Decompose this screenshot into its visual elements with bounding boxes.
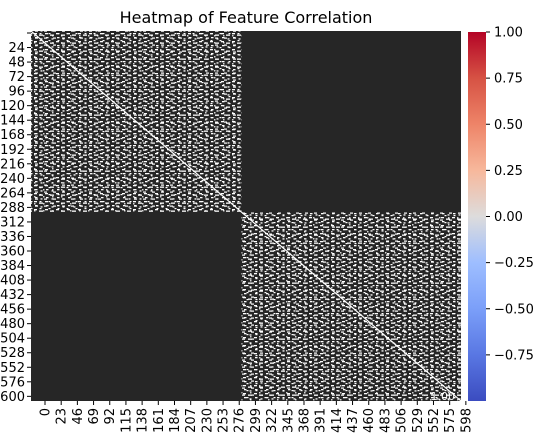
chart-title: Heatmap of Feature Correlation [120,8,373,27]
colorbar-tick-label: −0.75 [494,348,534,363]
y-tick-label: 96 [8,85,25,100]
y-tick-label: 528 [0,346,25,361]
x-tick-label: 276 [233,408,248,433]
x-tick-label: 207 [184,408,199,433]
y-tick-label: 168 [0,128,25,143]
y-tick-label: 504 [0,332,25,347]
x-tick-label: 345 [281,408,296,433]
x-tick-label: 483 [378,408,393,433]
x-tick-label: 460 [362,408,377,433]
x-tick-label: 69 [87,408,102,425]
x-tick-label: 552 [427,408,442,433]
y-tick-label: 192 [0,143,25,158]
x-tick-label: 115 [119,408,134,433]
y-tick-label: 144 [0,114,25,129]
diagonal-value-label: 1.00 [431,390,456,403]
y-tick-label: 360 [0,245,25,260]
y-tick-label: 240 [0,172,25,187]
y-tick-label: 408 [0,274,25,289]
y-tick-label: 312 [0,215,25,230]
x-tick-label: 138 [136,408,151,433]
y-tick-label: 288 [0,201,25,216]
x-tick-label: 92 [103,408,118,425]
colorbar-ticks: 1.00 0.75 0.50 0.25 0.00 −0.25 −0.50 −0.75 [486,26,534,364]
x-tick-label: 414 [330,408,345,433]
x-tick-label: 575 [443,408,458,433]
colorbar-tick-label: 0.00 [494,210,523,225]
y-tick-label: 24 [8,41,25,56]
colorbar-tick-label: 1.00 [494,26,523,41]
colorbar-tick-label: 0.25 [494,164,523,179]
x-tick-label: 161 [152,408,167,433]
x-tick-label: 391 [314,408,329,433]
x-tick-label: 0 [39,408,54,416]
x-tick-label: 529 [411,408,426,433]
y-tick-label: 216 [0,157,25,172]
x-tick-label: 598 [459,408,474,433]
y-tick-label: 72 [8,70,25,85]
x-tick-label: 253 [217,408,232,433]
colorbar-tick-label: −0.50 [494,302,534,317]
colorbar: 1.00 0.75 0.50 0.25 0.00 −0.25 −0.50 −0.75 [468,26,534,402]
y-tick-label: 120 [0,99,25,114]
x-tick-label: 23 [55,408,70,425]
y-axis-ticks: 2448729612014416819221624026428831233636… [0,33,31,405]
y-tick-label: 480 [0,317,25,332]
x-tick-label: 230 [200,408,215,433]
x-tick-label: 368 [297,408,312,433]
x-tick-label: 46 [71,408,86,425]
y-tick-label: 456 [0,303,25,318]
x-tick-label: 506 [395,408,410,433]
colorbar-tick-label: 0.50 [494,118,523,133]
colorbar-tick-label: 0.75 [494,72,523,87]
colorbar-tick-label: −0.25 [494,256,534,271]
y-tick-label: 384 [0,259,25,274]
y-tick-label: 576 [0,375,25,390]
y-tick-label: 336 [0,230,25,245]
x-tick-label: 437 [346,408,361,433]
heatmap-block-1 [241,31,461,212]
y-tick-label: 600 [0,390,25,405]
heatmap-grid: 1.00 [31,31,461,403]
x-tick-label: 299 [249,408,264,433]
x-tick-label: 184 [168,408,183,433]
x-tick-label: 322 [265,408,280,433]
heatmap-block-2 [31,212,241,401]
y-tick-label: 48 [8,56,25,71]
y-tick-label: 264 [0,186,25,201]
x-axis-ticks: 0 23 46 69 92 115 138 161 184 207 230 253 276 299 322 3… [39,401,475,433]
y-tick-label: 552 [0,361,25,376]
y-tick-label: 432 [0,288,25,303]
colorbar-gradient [468,32,486,401]
